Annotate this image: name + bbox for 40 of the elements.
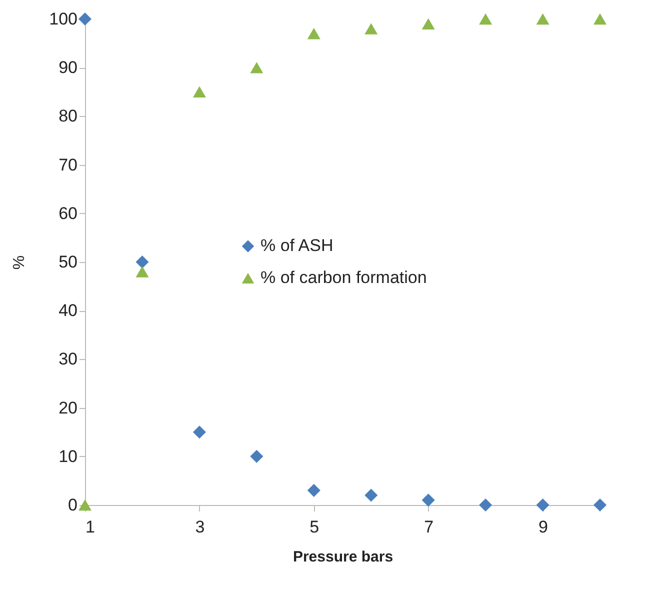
x-tick-label: 5	[310, 518, 320, 536]
point	[593, 13, 607, 25]
y-tick-label: 40	[58, 301, 78, 320]
point	[479, 13, 492, 25]
point	[250, 62, 264, 74]
point	[536, 498, 550, 512]
point	[136, 266, 149, 278]
point	[536, 13, 550, 25]
y-tick-label: 80	[58, 106, 78, 126]
point	[192, 86, 206, 98]
x-tick-label: 7	[424, 518, 434, 536]
x-tick-label: 1	[86, 518, 95, 536]
y-tick-label: 0	[68, 496, 78, 514]
legend-label: % of carbon formation	[260, 268, 427, 288]
y-tick-label: 30	[58, 350, 78, 369]
point	[307, 484, 320, 497]
y-tick-label: 10	[58, 446, 78, 466]
point	[192, 426, 206, 439]
point	[479, 498, 492, 512]
point	[78, 12, 92, 26]
point	[136, 255, 149, 269]
point	[78, 499, 92, 511]
y-axis-title: %	[11, 255, 28, 270]
y-tick-label: 100	[49, 10, 78, 28]
y-tick-label: 90	[58, 58, 78, 78]
x-tick-label: 9	[538, 518, 548, 536]
y-tick-label: 20	[58, 398, 78, 418]
legend-label: % of ASH	[260, 236, 334, 256]
point	[593, 498, 607, 512]
y-tick-label: 60	[58, 204, 78, 223]
point	[250, 450, 264, 463]
point	[422, 18, 435, 30]
x-axis-title: Pressure bars	[292, 548, 394, 566]
y-tick-label: 70	[58, 155, 78, 174]
y-tick-label: 50	[58, 252, 78, 272]
point	[307, 28, 320, 40]
x-tick-label: 3	[195, 518, 205, 536]
point	[364, 23, 378, 34]
point	[422, 494, 435, 507]
point	[364, 488, 378, 502]
